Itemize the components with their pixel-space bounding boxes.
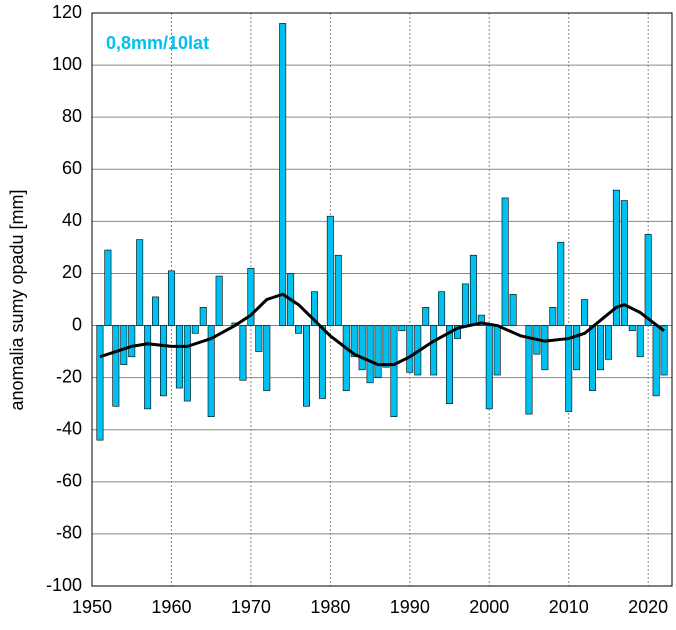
bar [390, 325, 398, 418]
bar [342, 325, 350, 391]
y-tick-label: -60 [56, 471, 82, 491]
bar [469, 254, 477, 326]
bar [589, 325, 597, 391]
bar [255, 325, 263, 352]
bar [279, 23, 287, 326]
y-tick-label: 20 [62, 262, 82, 282]
bar [326, 215, 334, 326]
bar [104, 249, 112, 326]
bar [263, 325, 271, 391]
y-tick-label: 120 [52, 2, 82, 22]
bar [652, 325, 660, 397]
y-tick-label: 100 [52, 54, 82, 74]
trend-line [99, 292, 665, 367]
bar [430, 325, 438, 376]
bar [247, 267, 255, 326]
bar [461, 283, 469, 326]
bar [422, 307, 430, 326]
bar [557, 241, 565, 326]
bar [358, 325, 366, 371]
plot-border [91, 12, 673, 587]
bar [191, 325, 199, 334]
bar [112, 325, 120, 407]
x-tick-label: 1980 [310, 597, 350, 617]
bar [612, 189, 620, 326]
y-tick-label: 40 [62, 210, 82, 230]
bar [501, 197, 509, 326]
bar [96, 325, 104, 441]
bar [199, 307, 207, 326]
bar [525, 325, 533, 415]
bar [136, 239, 144, 326]
bar [581, 299, 589, 326]
x-tick-label: 2020 [628, 597, 668, 617]
bar [438, 291, 446, 326]
bar [573, 325, 581, 371]
bar [160, 325, 167, 397]
bar [485, 325, 493, 410]
bar [366, 325, 374, 384]
bar [374, 325, 382, 378]
bar [310, 291, 318, 326]
x-tick-label: 1990 [390, 597, 430, 617]
bar [446, 325, 454, 404]
bar [628, 325, 636, 332]
x-tick-label: 1950 [72, 597, 112, 617]
bar [620, 200, 628, 326]
bar [644, 234, 652, 326]
bar [406, 325, 414, 373]
y-tick-label: -40 [56, 418, 82, 438]
x-tick-label: 2000 [469, 597, 509, 617]
y-tick-label: 60 [62, 158, 82, 178]
bar [152, 296, 160, 326]
bar [295, 325, 303, 334]
x-tick-label: 2010 [549, 597, 589, 617]
bar [565, 325, 573, 412]
bar [493, 325, 501, 376]
bar [334, 254, 342, 326]
bar [239, 325, 247, 381]
y-tick-label: 80 [62, 106, 82, 126]
bar [120, 325, 128, 365]
bar [636, 325, 644, 358]
y-tick-label: -20 [56, 366, 82, 386]
y-axis-label: anomalia sumy opadu [mm] [7, 189, 27, 410]
x-tick-label: 1960 [151, 597, 191, 617]
bar [167, 270, 175, 326]
bar [303, 325, 310, 407]
bar [398, 325, 406, 332]
y-tick-label: -100 [46, 575, 82, 595]
bar [175, 325, 183, 389]
y-tick-label: -80 [56, 523, 82, 543]
bar [549, 307, 557, 326]
bar [183, 325, 191, 402]
y-tick-label: 0 [72, 314, 82, 334]
bar [350, 325, 358, 358]
bar [144, 325, 152, 410]
bar [128, 325, 136, 358]
bar [382, 325, 390, 368]
x-tick-label: 1970 [231, 597, 271, 617]
bar [207, 325, 215, 418]
bar [477, 314, 485, 326]
bar [509, 293, 517, 326]
bar [597, 325, 604, 371]
bar [454, 325, 461, 339]
bar [660, 325, 668, 376]
bar [215, 275, 223, 326]
bar [318, 325, 326, 399]
bar [604, 325, 612, 360]
bar [541, 325, 549, 371]
annotation: 0,8mm/10lat [106, 33, 209, 53]
